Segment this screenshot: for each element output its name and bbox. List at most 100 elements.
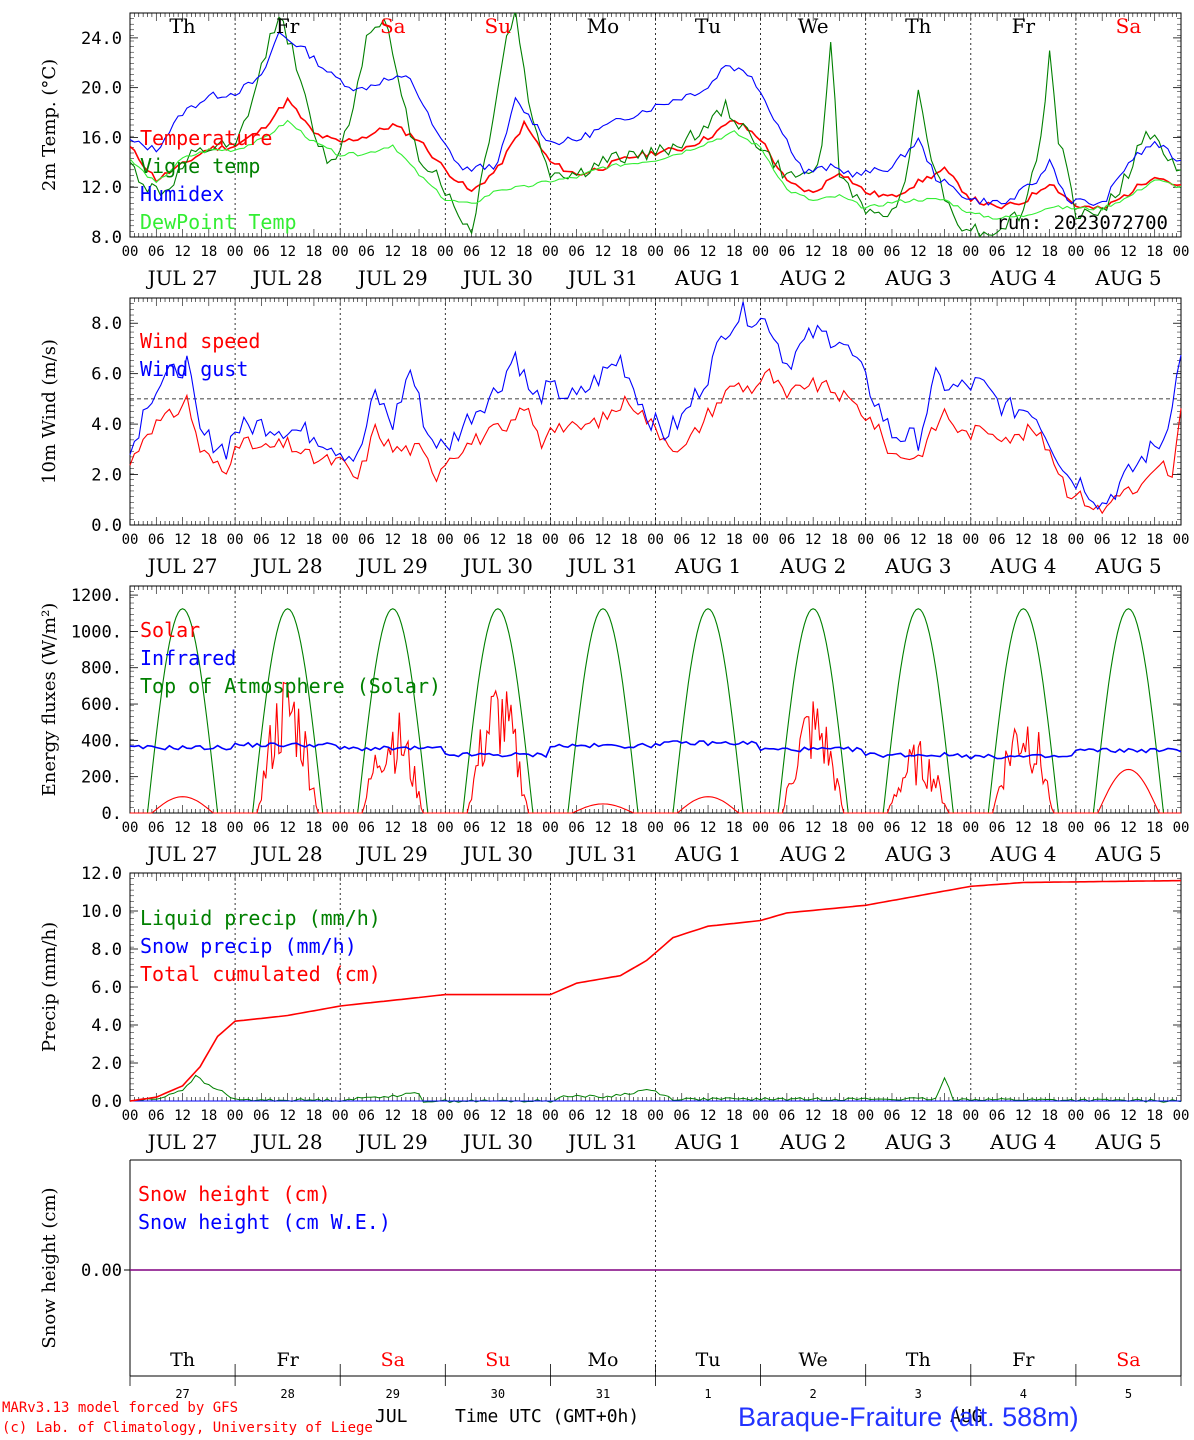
- date-label: AUG 5: [1094, 842, 1161, 866]
- hour-tick-label: 18: [516, 532, 533, 548]
- y-tick-label: 2.0: [91, 1054, 122, 1074]
- date-label: JUL 30: [461, 842, 533, 866]
- date-label: AUG 4: [989, 1130, 1056, 1154]
- weekday-label: Mo: [587, 14, 620, 38]
- hour-tick-label: 00: [962, 820, 979, 836]
- hour-tick-label: 12: [700, 1108, 717, 1124]
- hour-tick-label: 06: [778, 1108, 795, 1124]
- hour-tick-label: 18: [936, 244, 953, 260]
- hour-tick-label: 12: [1015, 820, 1032, 836]
- hour-tick-label: 00: [122, 1108, 139, 1124]
- hour-tick-label: 18: [726, 244, 743, 260]
- hour-tick-label: 00: [542, 1108, 559, 1124]
- panel-1: [129, 12, 1182, 238]
- date-label: JUL 30: [461, 554, 533, 578]
- hour-tick-label: 06: [778, 244, 795, 260]
- hour-tick-label: 00: [332, 1108, 349, 1124]
- panel-frame: [129, 585, 1182, 814]
- hour-tick-label: 18: [200, 820, 217, 836]
- date-label: JUL 27: [146, 554, 218, 578]
- y-tick-label: 12.0: [81, 864, 122, 884]
- lab-credit: (c) Lab. of Climatology, University of L…: [2, 1420, 373, 1436]
- date-label: JUL 27: [146, 842, 218, 866]
- y-tick-label: 20.0: [81, 79, 122, 99]
- hour-tick-label: 12: [805, 1108, 822, 1124]
- weekday-label: Su: [485, 14, 512, 38]
- day-number-label: 28: [280, 1387, 294, 1401]
- hour-tick-label: 06: [673, 1108, 690, 1124]
- hour-tick-label: 06: [253, 532, 270, 548]
- date-label: AUG 1: [674, 266, 741, 290]
- legend-solar: Solar: [140, 618, 200, 642]
- legend-wind-gust: Wind gust: [140, 357, 248, 381]
- hour-tick-label: 06: [673, 532, 690, 548]
- weekday-label: Fr: [1012, 1349, 1035, 1371]
- hour-tick-label: 06: [884, 1108, 901, 1124]
- hour-tick-label: 18: [200, 532, 217, 548]
- hour-tick-label: 00: [122, 244, 139, 260]
- series-infrared: [129, 740, 1182, 760]
- station-title: Baraque-Fraiture (alt. 588m): [738, 1402, 1079, 1432]
- hour-tick-label: 18: [200, 244, 217, 260]
- hour-tick-label: 06: [463, 820, 480, 836]
- hour-tick-label: 00: [437, 820, 454, 836]
- legend-humidex: Humidex: [140, 182, 224, 206]
- hour-tick-label: 00: [332, 244, 349, 260]
- hour-tick-label: 12: [595, 244, 612, 260]
- hour-tick-label: 00: [1173, 244, 1190, 260]
- hour-tick-label: 00: [647, 244, 664, 260]
- hour-tick-label: 12: [910, 532, 927, 548]
- hour-tick-label: 18: [411, 820, 428, 836]
- day-number-label: 3: [915, 1387, 922, 1401]
- hour-tick-label: 18: [831, 532, 848, 548]
- y-tick-label: 1000.: [71, 622, 122, 642]
- hour-tick-label: 00: [647, 820, 664, 836]
- hour-tick-label: 12: [910, 1108, 927, 1124]
- hour-tick-label: 18: [726, 532, 743, 548]
- hour-tick-label: 06: [778, 532, 795, 548]
- hour-tick-label: 12: [1120, 1108, 1137, 1124]
- hour-tick-label: 00: [1173, 1108, 1190, 1124]
- date-label: JUL 29: [356, 266, 428, 290]
- hour-tick-label: 06: [884, 820, 901, 836]
- legend-snow-precip-mm-h-: Snow precip (mm/h): [140, 934, 357, 958]
- hour-tick-label: 12: [595, 532, 612, 548]
- hour-tick-label: 12: [1120, 532, 1137, 548]
- hour-tick-label: 06: [358, 820, 375, 836]
- hour-tick-label: 12: [489, 244, 506, 260]
- weekday-label: Sa: [381, 1349, 405, 1371]
- hour-tick-label: 00: [1173, 532, 1190, 548]
- hour-tick-label: 00: [1067, 1108, 1084, 1124]
- hour-tick-label: 18: [621, 244, 638, 260]
- date-label: JUL 27: [146, 266, 218, 290]
- hour-tick-label: 00: [332, 820, 349, 836]
- hour-tick-label: 06: [148, 820, 165, 836]
- hour-tick-label: 12: [910, 244, 927, 260]
- y-tick-label: 1200.: [71, 586, 122, 606]
- date-label: AUG 1: [674, 1130, 741, 1154]
- date-label: AUG 3: [884, 1130, 951, 1154]
- hour-tick-label: 18: [411, 244, 428, 260]
- date-label: JUL 31: [566, 1130, 638, 1154]
- day-number-label: 2: [810, 1387, 817, 1401]
- panel-3: [129, 585, 1182, 814]
- hour-tick-label: 12: [1015, 244, 1032, 260]
- hour-tick-label: 00: [857, 532, 874, 548]
- hour-tick-label: 12: [279, 532, 296, 548]
- hour-tick-label: 06: [358, 532, 375, 548]
- hour-tick-label: 00: [857, 1108, 874, 1124]
- hour-tick-label: 00: [752, 532, 769, 548]
- hour-tick-label: 18: [1146, 532, 1163, 548]
- date-label: JUL 29: [356, 554, 428, 578]
- hour-tick-label: 00: [962, 1108, 979, 1124]
- y-tick-label: 0.00: [81, 1261, 122, 1281]
- hour-tick-label: 18: [726, 1108, 743, 1124]
- hour-tick-label: 12: [700, 532, 717, 548]
- hour-tick-label: 18: [1041, 532, 1058, 548]
- date-label: JUL 30: [461, 1130, 533, 1154]
- hour-tick-label: 06: [463, 1108, 480, 1124]
- legend-vigne-temp: Vigne temp: [140, 154, 260, 178]
- hour-tick-label: 12: [805, 820, 822, 836]
- hour-tick-label: 18: [621, 820, 638, 836]
